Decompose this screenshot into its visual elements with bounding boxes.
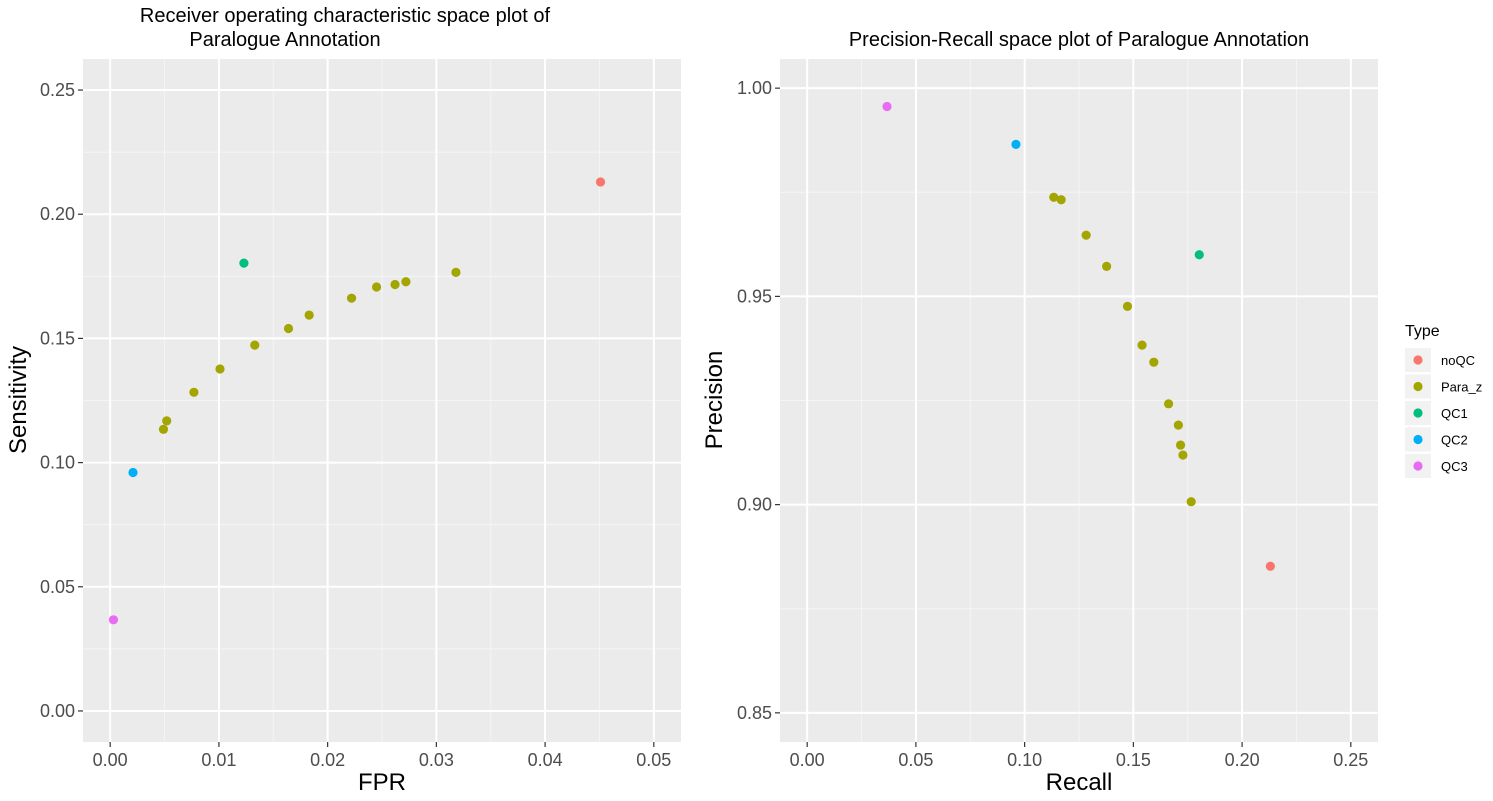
pr-point-para_z: [1122, 301, 1133, 311]
pr-title: Precision-Recall space plot of Paralogue…: [849, 29, 1309, 51]
legend-title: Type: [1405, 323, 1440, 340]
pr-point-para_z: [1102, 261, 1112, 271]
roc-ylabel: Sensitivity: [5, 346, 32, 454]
roc-panel: Receiver operating characteristic space …: [5, 5, 681, 796]
pr-y-tick-label: 0.85: [737, 703, 772, 723]
legend-marker-qc1: [1413, 408, 1423, 418]
roc-x-tick-label: 0.02: [310, 750, 345, 770]
legend-label-qc2: QC2: [1441, 433, 1468, 448]
roc-point-para_z: [346, 293, 357, 303]
pr-x-tick-label: 0.15: [1116, 750, 1151, 770]
roc-x-tick-label: 0.05: [636, 750, 671, 770]
roc-point-para_z: [401, 277, 411, 287]
roc-point-para_z: [390, 279, 400, 290]
legend-marker-qc3: [1413, 461, 1423, 471]
legend-marker-qc2: [1413, 434, 1423, 445]
pr-xlabel: Recall: [1046, 769, 1113, 796]
pr-x-tick-label: 0.00: [790, 750, 825, 770]
legend-label-qc3: QC3: [1441, 459, 1468, 474]
pr-points: [882, 101, 1275, 571]
pr-y-tick-label: 0.90: [737, 495, 772, 515]
pr-point-qc3: [882, 101, 892, 112]
pr-point-para_z: [1049, 192, 1059, 202]
pr-y-tick-label: 0.95: [737, 286, 772, 306]
roc-point-noqc: [595, 177, 606, 187]
pr-point-para_z: [1178, 450, 1188, 460]
roc-point-qc2: [128, 467, 138, 478]
legend-label-noqc: noQC: [1441, 353, 1475, 368]
pr-x-tick-label: 0.20: [1225, 750, 1260, 770]
legend: Type noQC Para_z QC1 QC2 QC3: [1405, 323, 1482, 478]
roc-y-tick-label: 0.20: [40, 204, 75, 224]
pr-y-tick-label: 1.00: [737, 78, 772, 98]
roc-point-para_z: [162, 416, 172, 426]
roc-point-para_z: [250, 340, 260, 350]
pr-gridlines: [780, 59, 1378, 742]
roc-x-tick-label: 0.04: [528, 750, 563, 770]
roc-title-line1: Receiver operating characteristic space …: [140, 5, 551, 27]
roc-point-para_z: [451, 267, 461, 277]
roc-point-qc3: [108, 615, 119, 625]
roc-y-tick-label: 0.00: [40, 701, 75, 721]
roc-title-line2: Paralogue Annotation: [189, 29, 380, 51]
pr-point-qc1: [1194, 250, 1204, 260]
pr-point-qc2: [1011, 139, 1021, 149]
legend-label-qc1: QC1: [1441, 406, 1468, 421]
roc-point-para_z: [283, 323, 294, 334]
roc-point-qc1: [239, 258, 249, 268]
pr-x-tick-label: 0.05: [898, 750, 933, 770]
pr-point-para_z: [1186, 497, 1196, 507]
pr-point-para_z: [1149, 357, 1159, 367]
pr-point-para_z: [1056, 195, 1066, 205]
roc-point-para_z: [215, 364, 225, 374]
pr-ylabel: Precision: [701, 351, 728, 450]
roc-y-tick-label: 0.10: [40, 453, 75, 473]
legend-marker-para_z: [1413, 381, 1423, 392]
pr-point-para_z: [1081, 230, 1091, 240]
pr-point-para_z: [1173, 420, 1183, 430]
roc-y-tick-label: 0.05: [40, 577, 75, 597]
roc-gridlines: [83, 59, 681, 742]
roc-point-para_z: [158, 424, 169, 434]
roc-y-tick-label: 0.15: [40, 328, 75, 348]
roc-points: [108, 177, 606, 625]
pr-point-para_z: [1175, 440, 1186, 450]
roc-point-para_z: [189, 387, 199, 397]
roc-x-tick-label: 0.00: [93, 750, 128, 770]
legend-marker-noqc: [1413, 355, 1423, 365]
pr-point-para_z: [1163, 399, 1174, 409]
roc-y-tick-label: 0.25: [40, 80, 75, 100]
roc-point-para_z: [371, 282, 382, 292]
legend-label-para_z: Para_z: [1441, 380, 1482, 395]
pr-panel: Precision-Recall space plot of Paralogue…: [701, 29, 1378, 796]
roc-x-tick-label: 0.03: [419, 750, 454, 770]
pr-x-tick-label: 0.10: [1007, 750, 1042, 770]
roc-point-para_z: [304, 310, 314, 320]
pr-point-para_z: [1137, 340, 1147, 350]
pr-x-tick-label: 0.25: [1333, 750, 1368, 770]
pr-point-noqc: [1265, 561, 1275, 571]
roc-xlabel: FPR: [358, 769, 406, 796]
roc-x-tick-label: 0.01: [201, 750, 236, 770]
